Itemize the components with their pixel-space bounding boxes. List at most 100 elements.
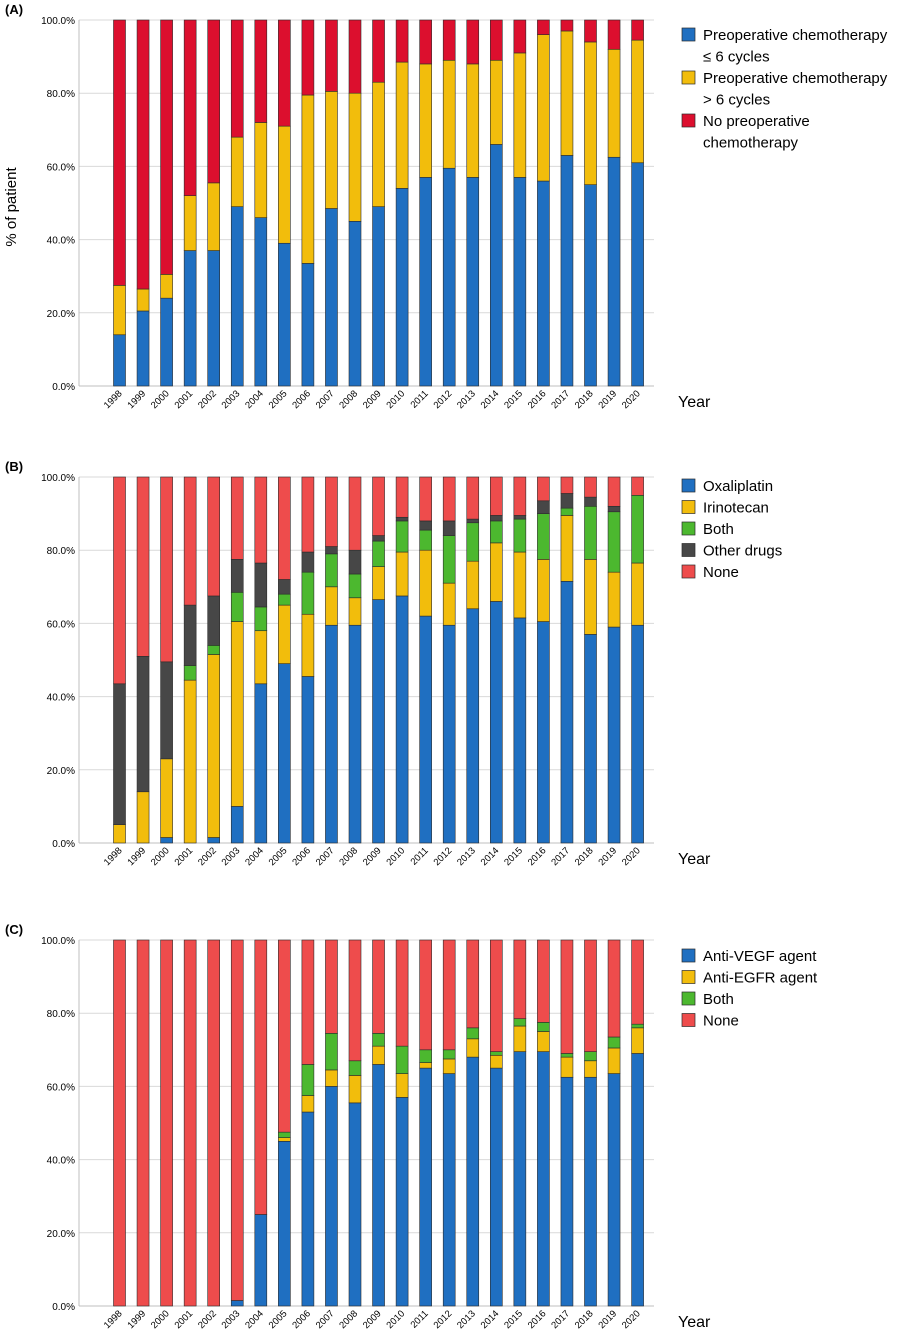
bar-segment [395,1097,409,1307]
bar-segment [301,263,315,387]
bar-segment [513,1018,527,1027]
x-tick-label: 2001 [173,388,196,411]
legend-swatch [681,70,696,85]
bar-segment [466,608,480,844]
bar-segment [301,19,315,96]
bar-segment [183,476,197,606]
x-tick-label: 2001 [173,1308,196,1331]
y-tick-label: 0.0% [52,382,75,393]
bar-segment [301,551,315,573]
bar-segment [419,19,432,65]
bar-segment [584,505,597,560]
bar-segment [560,1076,574,1307]
x-tick-label: 2010 [384,1308,407,1331]
bar-segment [207,837,220,844]
bar-segment [537,1022,550,1032]
bar-segment [395,520,409,553]
legend-label: > 6 cycles [703,92,770,109]
bar-segment [584,1076,597,1307]
x-tick-label: 2018 [573,388,596,411]
bar-segment [254,562,268,608]
bar-segment [230,591,244,622]
bar-segment [113,285,126,336]
bar-segment [607,511,621,573]
bar-segment [348,19,362,94]
bar-segment [278,579,291,595]
x-tick-label: 2018 [573,1308,596,1331]
bar-segment [372,19,385,83]
bar-segment [419,63,432,178]
bar-segment [560,19,574,32]
bar-segment [278,1141,291,1307]
bar-segment [136,288,150,312]
bar-segment [301,939,315,1065]
bar-segment [113,19,126,286]
bar-segment [113,939,126,1307]
bar-segment [207,19,220,184]
x-tick-label: 2005 [267,388,290,411]
bar-segment [372,1045,385,1065]
bar-segment [278,939,291,1133]
panel-label: (A) [5,2,23,17]
bar-segment [301,94,315,264]
x-tick-label: 2002 [196,845,219,868]
bar-segment [136,656,150,793]
bar-segment [230,621,244,807]
bar-segment [466,1056,480,1307]
bar-segment [584,1051,597,1062]
legend-label: None [703,1013,739,1030]
y-tick-label: 20.0% [47,309,75,320]
bar-segment [325,939,338,1034]
bar-segment [631,494,644,564]
bar-segment [419,476,432,522]
chart-panel-3: (C) 0.0% 20.0% 40.0% 60.0% 80.0% 100.0% 1998 199… [5,922,818,1331]
x-tick-label: 2004 [243,388,266,411]
bar-segment [489,59,503,145]
bar-segment [466,522,480,562]
bar-segment [466,1027,480,1040]
x-tick-label: 2020 [620,388,643,411]
bar-segment [254,1214,268,1307]
x-tick-label: 2020 [620,1308,643,1331]
bar-segment [207,595,220,646]
bar-segment [442,624,456,844]
bar-segment [395,551,409,597]
x-tick-label: 2019 [596,1308,619,1331]
bar-segment [395,61,409,189]
bar-segment [230,806,244,844]
bar-segment [348,624,362,844]
bar-segment [207,645,220,655]
x-tick-label: 2016 [526,388,549,411]
bar-segment [513,551,527,619]
bar-segment [301,1064,315,1096]
bar-segment [631,562,644,626]
bar-segment [278,125,291,244]
bar-segment [537,513,550,560]
bar-segment [419,615,432,844]
x-tick-label: 2015 [502,388,525,411]
bar-segment [395,188,409,387]
x-tick-label: 2010 [384,845,407,868]
bar-segment [113,683,126,825]
bar-segment [537,34,550,182]
x-tick-label: 2002 [196,388,219,411]
bar-segment [254,939,268,1215]
bar-segment [513,939,527,1019]
bar-segment [160,274,173,299]
legend-label: Preoperative chemotherapy [703,70,888,87]
bar-segment [301,1095,315,1113]
legend-label: Irinotecan [703,500,769,517]
bar-segment [372,535,385,542]
x-tick-label: 1999 [125,388,148,411]
bar-segment [466,476,480,520]
bar-segment [372,566,385,600]
bar-segment [348,1102,362,1307]
bar-segment [160,837,173,844]
bar-segment [183,195,197,251]
bar-segment [372,206,385,387]
bar-segment [301,476,315,553]
y-tick-label: 60.0% [47,619,75,630]
chart-panel-1: (A) 0.0% 20.0% 40.0% 60.0% 80.0% 100.0% % of pa… [3,2,888,411]
bar-segment [607,626,621,844]
bar-segment [466,560,480,610]
